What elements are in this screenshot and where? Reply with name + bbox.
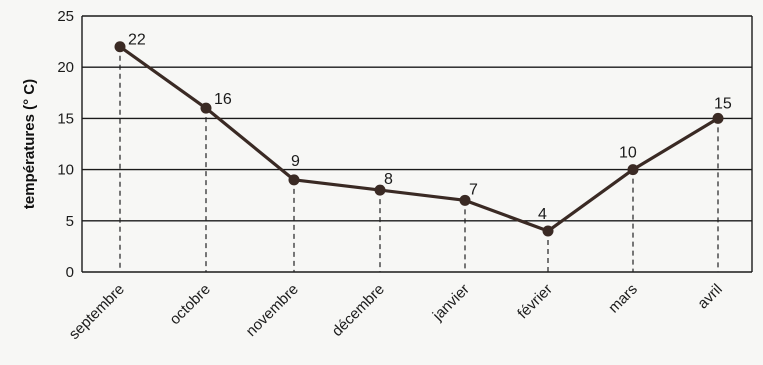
data-label: 7 bbox=[469, 181, 478, 198]
data-point bbox=[459, 194, 471, 206]
drop-lines bbox=[119, 46, 719, 272]
y-tick-label: 5 bbox=[66, 213, 74, 230]
data-point bbox=[712, 112, 724, 124]
data-point bbox=[542, 225, 554, 237]
x-axis-labels: septembre octobre novembre décembre janvier f… bbox=[66, 281, 726, 343]
data-point bbox=[200, 102, 212, 114]
data-label: 22 bbox=[128, 32, 146, 49]
data-label: 9 bbox=[291, 153, 300, 170]
y-tick-label: 25 bbox=[57, 8, 74, 25]
x-tick-label: janvier bbox=[429, 281, 473, 325]
series-line bbox=[119, 45, 719, 233]
x-tick-label: septembre bbox=[66, 281, 128, 343]
y-tick-label: 15 bbox=[57, 110, 74, 127]
x-tick-label: décembre bbox=[329, 281, 388, 340]
data-series bbox=[114, 41, 724, 237]
data-label: 8 bbox=[384, 171, 393, 188]
y-axis-title: températures (° C) bbox=[21, 79, 38, 209]
data-labels: 22 16 9 8 7 4 10 15 bbox=[128, 32, 732, 223]
data-point bbox=[114, 41, 126, 53]
y-axis-ticks: 0 5 10 15 20 25 bbox=[57, 8, 74, 281]
data-point bbox=[627, 164, 639, 176]
y-tick-label: 20 bbox=[57, 59, 74, 76]
y-tick-label: 0 bbox=[66, 264, 74, 281]
data-label: 16 bbox=[214, 91, 232, 108]
data-label: 15 bbox=[714, 95, 732, 112]
data-label: 10 bbox=[619, 145, 637, 162]
data-point bbox=[374, 184, 386, 196]
x-tick-label: novembre bbox=[243, 281, 302, 340]
x-tick-label: octobre bbox=[166, 281, 213, 328]
data-point bbox=[288, 174, 300, 186]
gridlines bbox=[81, 15, 753, 273]
x-tick-label: mars bbox=[605, 281, 641, 317]
x-tick-label: avril bbox=[694, 281, 725, 312]
y-tick-label: 10 bbox=[57, 162, 74, 179]
x-tick-label: février bbox=[514, 281, 555, 322]
data-label: 4 bbox=[538, 206, 547, 223]
